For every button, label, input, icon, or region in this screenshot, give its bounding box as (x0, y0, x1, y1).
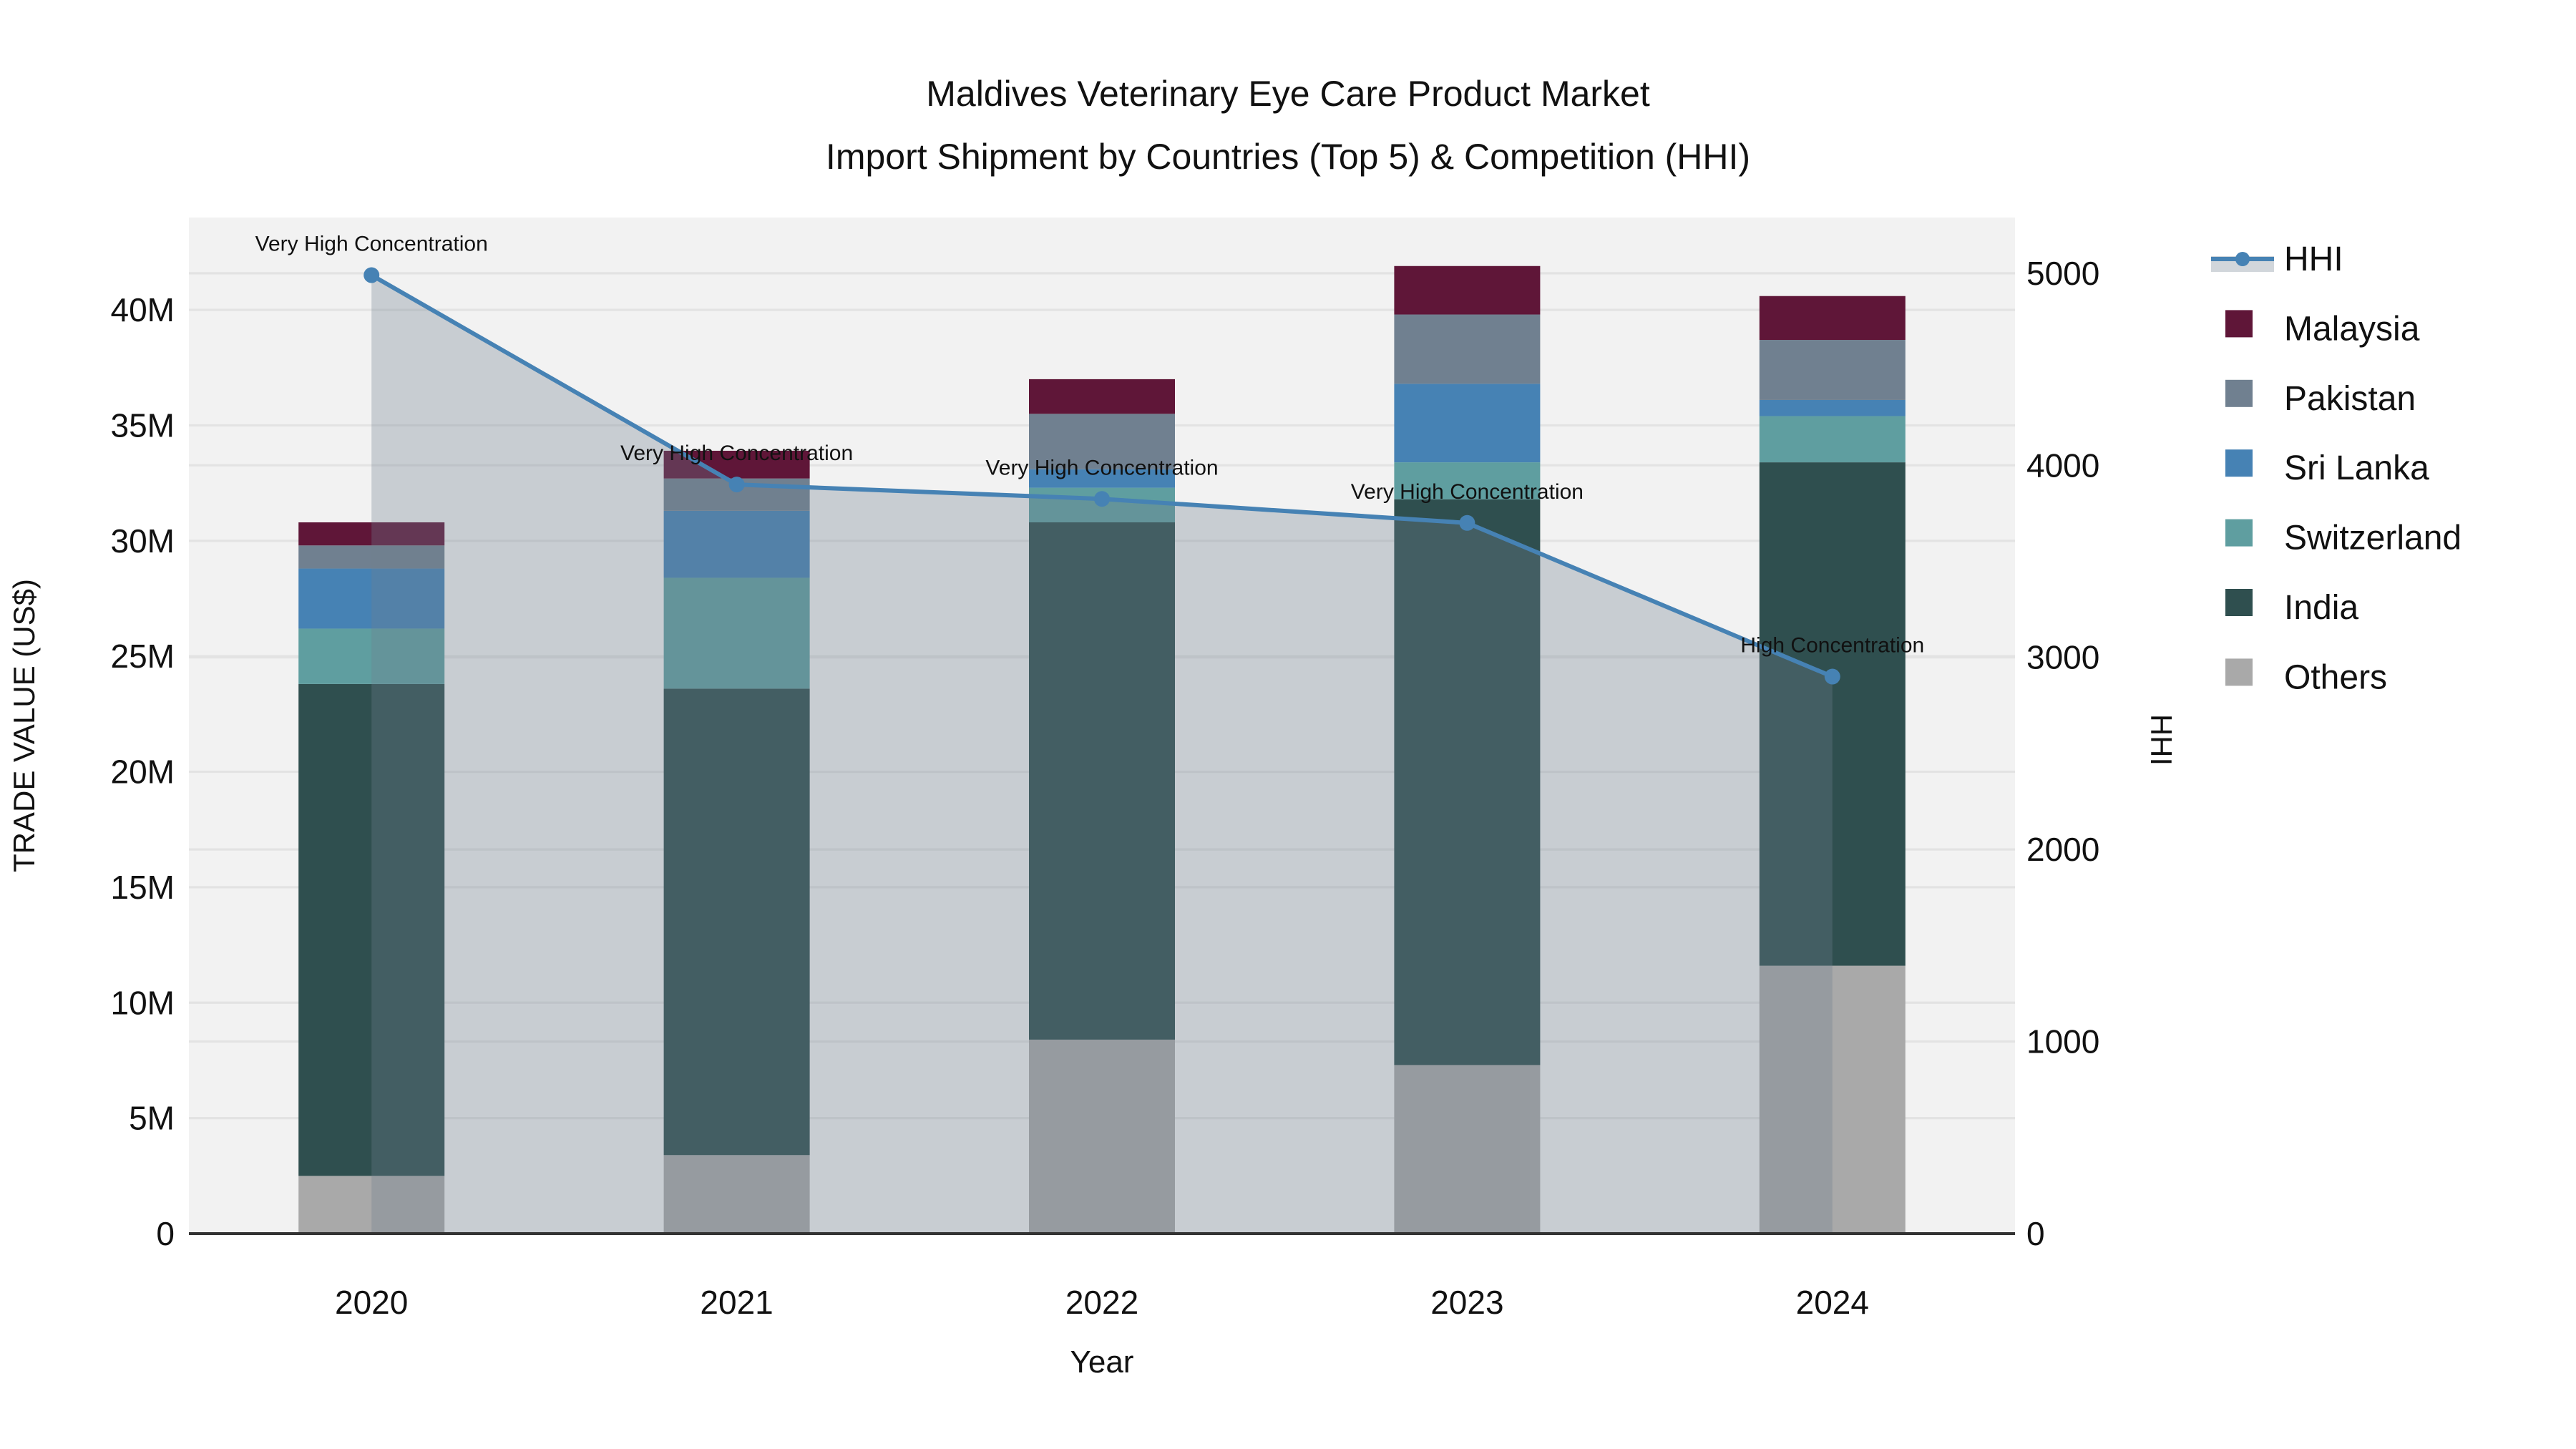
hhi-marker-2021 (728, 477, 745, 493)
legend-swatch-malaysia (2225, 310, 2253, 338)
bar-segment-sri-lanka-2020 (298, 568, 445, 629)
bar-segment-malaysia-2023 (1394, 265, 1541, 315)
legend-item-malaysia[interactable]: Malaysia (2225, 310, 2420, 348)
bar-segment-pakistan-2022 (1029, 414, 1175, 469)
y-right-tick-3000: 3000 (2026, 639, 2099, 676)
legend-item-sri-lanka[interactable]: Sri Lanka (2225, 449, 2429, 487)
bar-segment-india-2024 (1759, 462, 1906, 966)
x-tick-2024: 2024 (1796, 1284, 1869, 1321)
bar-segment-others-2020 (298, 1176, 445, 1234)
bar-segment-sri-lanka-2024 (1759, 399, 1906, 416)
legend-label-hhi: HHI (2284, 240, 2343, 278)
legend-item-switzerland[interactable]: Switzerland (2225, 519, 2462, 557)
x-tick-2021: 2021 (700, 1284, 773, 1321)
annotation-2020: Very High Concentration (255, 233, 488, 256)
legend-item-others[interactable]: Others (2225, 658, 2387, 696)
y-left-tick-35M: 35M (111, 406, 175, 444)
bar-segment-sri-lanka-2021 (663, 510, 810, 578)
y-axis-right-title: HHI (2145, 714, 2178, 766)
y-left-tick-5M: 5M (129, 1100, 175, 1137)
hhi-marker-2020 (364, 267, 380, 283)
legend-swatch-others (2225, 658, 2253, 686)
bar-segment-switzerland-2023 (1394, 462, 1541, 499)
bar-segment-others-2021 (663, 1155, 810, 1234)
y-right-tick-4000: 4000 (2026, 447, 2099, 484)
legend: HHI Malaysia Pakistan Sri Lanka Switzerland I… (2211, 240, 2462, 696)
annotation-2021: Very High Concentration (620, 441, 853, 465)
bar-segment-others-2024 (1759, 965, 1906, 1234)
hhi-area-fill (371, 275, 1833, 1234)
legend-label-malaysia: Malaysia (2284, 310, 2420, 348)
hhi-marker-2022 (1094, 491, 1110, 507)
legend-swatch-switzerland (2225, 519, 2253, 547)
y-left-tick-20M: 20M (111, 753, 175, 791)
bar-segment-sri-lanka-2022 (1029, 469, 1175, 488)
legend-swatch-pakistan (2225, 379, 2253, 407)
bar-segment-malaysia-2024 (1759, 296, 1906, 341)
legend-label-pakistan: Pakistan (2284, 380, 2416, 418)
legend-label-india: India (2284, 589, 2358, 627)
y-left-tick-25M: 25M (111, 638, 175, 675)
legend-label-switzerland: Switzerland (2284, 519, 2462, 557)
bar-segment-india-2021 (663, 688, 810, 1156)
bar-segment-india-2023 (1394, 499, 1541, 1065)
y-right-tick-5000: 5000 (2026, 255, 2099, 292)
y-left-tick-10M: 10M (111, 984, 175, 1021)
bar-segment-india-2020 (298, 683, 445, 1176)
x-tick-2020: 2020 (335, 1284, 408, 1321)
y-left-tick-15M: 15M (111, 869, 175, 906)
legend-item-india[interactable]: India (2225, 589, 2358, 627)
x-tick-2022: 2022 (1065, 1284, 1138, 1321)
legend-item-hhi[interactable]: HHI (2211, 240, 2343, 278)
legend-label-others: Others (2284, 658, 2387, 696)
legend-swatch-sri-lanka (2225, 449, 2253, 477)
y-left-tick-30M: 30M (111, 522, 175, 560)
legend-hhi-marker-sample (2235, 252, 2250, 266)
y-left-tick-40M: 40M (111, 291, 175, 328)
bar-segment-malaysia-2022 (1029, 379, 1175, 414)
annotation-2022: Very High Concentration (985, 456, 1218, 479)
bar-segment-switzerland-2024 (1759, 416, 1906, 463)
x-tick-2023: 2023 (1430, 1284, 1503, 1321)
legend-label-sri-lanka: Sri Lanka (2284, 449, 2429, 487)
y-left-tick-0: 0 (156, 1215, 175, 1252)
bar-segment-others-2022 (1029, 1039, 1175, 1234)
bar-segment-pakistan-2023 (1394, 314, 1541, 384)
chart-subtitle: Import Shipment by Countries (Top 5) & C… (826, 137, 1750, 177)
bar-segment-malaysia-2020 (298, 522, 445, 546)
x-axis-title: Year (1070, 1345, 1134, 1380)
annotation-2023: Very High Concentration (1351, 480, 1584, 504)
y-right-tick-0: 0 (2026, 1215, 2045, 1252)
hhi-marker-2023 (1459, 514, 1475, 531)
y-right-tick-2000: 2000 (2026, 831, 2099, 868)
bar-segment-sri-lanka-2023 (1394, 384, 1541, 463)
y-axis-left-title: TRADE VALUE (US$) (7, 579, 41, 872)
bar-segment-pakistan-2024 (1759, 340, 1906, 400)
legend-swatch-india (2225, 589, 2253, 616)
bar-segment-switzerland-2020 (298, 628, 445, 684)
y-right-tick-1000: 1000 (2026, 1023, 2099, 1060)
hhi-marker-2024 (1824, 668, 1840, 685)
bar-segment-switzerland-2021 (663, 577, 810, 689)
annotation-2024: High Concentration (1740, 634, 1924, 658)
bar-segment-pakistan-2020 (298, 545, 445, 569)
bar-segment-others-2023 (1394, 1065, 1541, 1234)
plot-area: Very High Concentration Very High Concent… (111, 218, 2099, 1321)
chart-title: Maldives Veterinary Eye Care Product Mar… (926, 74, 1650, 114)
bar-segment-india-2022 (1029, 522, 1175, 1040)
legend-item-pakistan[interactable]: Pakistan (2225, 379, 2416, 418)
